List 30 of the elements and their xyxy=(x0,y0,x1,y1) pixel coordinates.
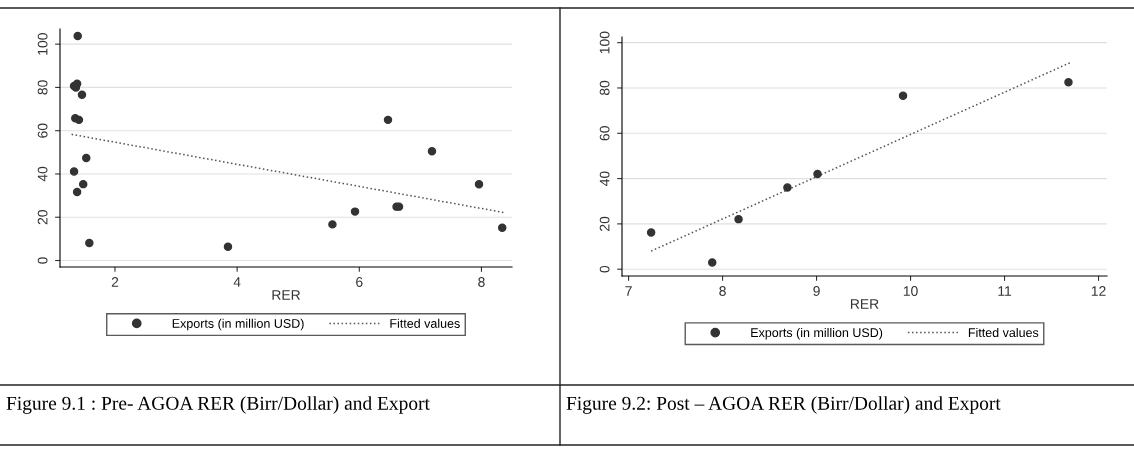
y-tick-label: 0 xyxy=(37,257,48,264)
y-tick-label: 80 xyxy=(37,80,48,95)
y-tick-label: 20 xyxy=(37,210,48,225)
y-tick-label: 20 xyxy=(599,216,610,231)
x-tick-label: 11 xyxy=(998,286,1012,296)
y-tick-label: 0 xyxy=(599,265,610,273)
x-tick-label: 10 xyxy=(903,286,918,296)
legend-label: Fitted values xyxy=(390,318,460,328)
y-tick-label: 100 xyxy=(37,33,48,55)
x-tick-label: 8 xyxy=(478,277,485,287)
x-tick-label: 6 xyxy=(356,277,363,287)
y-tick-label: 40 xyxy=(599,171,610,186)
text: Exports (in million USD) xyxy=(172,318,304,331)
y-tick-label: 60 xyxy=(599,126,610,141)
caption: Figure 9.2: Post – AGOA RER (Birr/Dollar) and Export xyxy=(566,396,1001,414)
x-tick-label: 2 xyxy=(111,277,119,287)
x-axis-title: RER xyxy=(850,299,879,309)
y-tick-label: 60 xyxy=(37,123,48,138)
x-axis-title: RER xyxy=(272,290,301,300)
legend-label: Fitted values xyxy=(968,327,1039,338)
y-tick-label: 100 xyxy=(599,31,610,54)
y-tick-label: 40 xyxy=(37,166,48,182)
x-tick-label: 9 xyxy=(813,286,820,296)
caption: Figure 9.1 : Pre- AGOA RER (Birr/Dollar) and Export xyxy=(6,396,430,414)
x-tick-label: 4 xyxy=(233,277,241,287)
x-tick-label: 7 xyxy=(625,286,632,296)
x-tick-label: 8 xyxy=(719,286,726,296)
y-tick-label: 80 xyxy=(599,80,610,96)
x-tick-label: 12 xyxy=(1091,286,1106,296)
text: Exports (in million USD) xyxy=(751,327,883,340)
